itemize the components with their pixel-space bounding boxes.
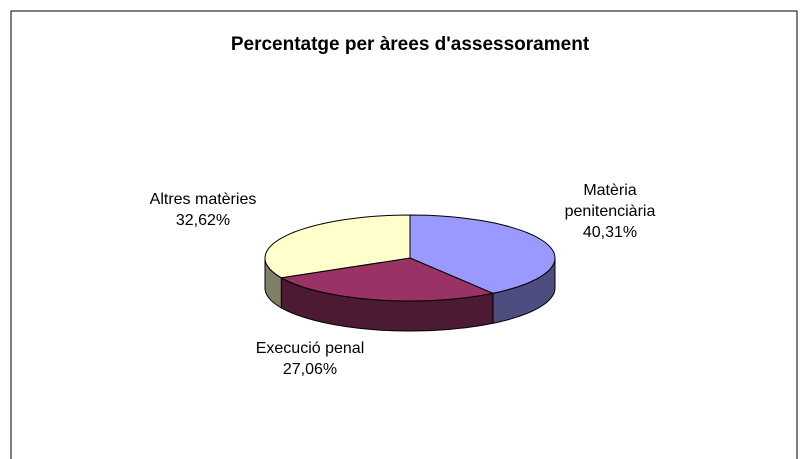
slice-value-label: 27,06%	[282, 361, 338, 378]
slice-value-label: 40,31%	[582, 224, 638, 241]
chart-title: Percentatge per àrees d'assessorament	[230, 34, 590, 55]
slice-value-label: 32,62%	[175, 212, 231, 229]
pie-slice	[264, 214, 411, 279]
slice-label: Matèria penitenciària	[564, 182, 656, 220]
pie-slice	[409, 214, 556, 294]
slice-label: Altres matèries	[149, 191, 257, 208]
slice-label: Execució penal	[255, 340, 365, 357]
pie-slice	[279, 257, 495, 302]
